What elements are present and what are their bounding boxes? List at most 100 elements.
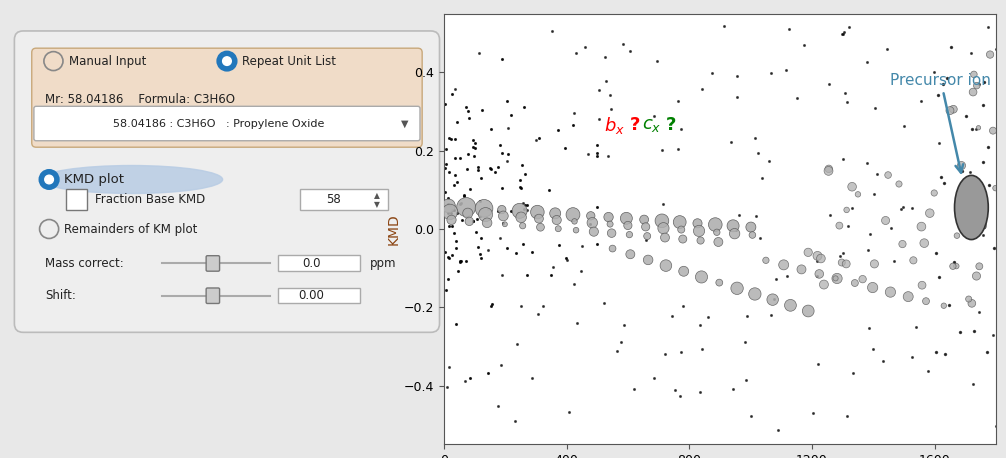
Point [742, 413, 759, 420]
Point [821, 80, 837, 87]
Point [447, 85, 463, 93]
Point [639, 232, 655, 240]
Point [531, 215, 547, 222]
Point [503, 207, 519, 214]
Point [514, 162, 530, 169]
Point [458, 203, 474, 211]
Point [470, 164, 486, 171]
Point [936, 179, 952, 186]
Point [596, 300, 612, 307]
Point [942, 107, 958, 114]
Point [492, 141, 508, 148]
Text: $c_x$: $c_x$ [642, 116, 662, 134]
Point [894, 240, 910, 248]
Point [613, 338, 629, 346]
Point [865, 345, 881, 353]
Text: ?: ? [666, 116, 677, 134]
Point [746, 290, 763, 298]
Point [859, 159, 875, 166]
Point [805, 409, 821, 417]
Point [441, 169, 457, 176]
Point [535, 303, 551, 310]
Point [547, 210, 563, 217]
Point [480, 246, 496, 253]
Point [952, 328, 968, 335]
Point [813, 255, 829, 262]
Point [492, 234, 508, 242]
Point [615, 40, 631, 47]
Point [526, 213, 542, 220]
Point [971, 308, 987, 315]
Point [969, 82, 985, 89]
Point [513, 185, 529, 192]
Point [672, 218, 688, 226]
Point [838, 260, 854, 267]
Point [810, 257, 826, 264]
Point [844, 205, 860, 212]
Point [466, 152, 482, 159]
Point [497, 221, 513, 228]
Point [707, 221, 723, 228]
Point [622, 47, 638, 55]
Point [965, 381, 981, 388]
Point [458, 257, 474, 264]
Point [610, 348, 626, 355]
Point [450, 118, 466, 125]
Point [742, 224, 759, 231]
Point [837, 89, 853, 97]
Point [601, 213, 617, 221]
Point [448, 245, 464, 252]
Point [968, 181, 984, 188]
Point [949, 262, 965, 270]
Point [528, 137, 544, 144]
Point [444, 207, 460, 214]
Point [472, 212, 488, 219]
Point [937, 351, 953, 358]
Point [836, 29, 852, 36]
Point [584, 219, 601, 226]
Point [439, 383, 455, 390]
Point [444, 209, 460, 216]
Point [946, 106, 962, 113]
FancyBboxPatch shape [300, 190, 388, 211]
Point [988, 45, 1004, 52]
Point [691, 227, 707, 234]
Point [440, 276, 456, 283]
Point [928, 250, 944, 257]
Point [465, 136, 481, 143]
Point [913, 98, 930, 105]
Point [569, 319, 585, 327]
Text: Precursor ion: Precursor ion [890, 73, 991, 173]
Point [841, 24, 857, 31]
Point [458, 104, 474, 111]
Ellipse shape [955, 175, 988, 240]
Point [557, 145, 573, 152]
Point [929, 348, 945, 355]
Point [500, 125, 516, 132]
Point [744, 231, 761, 239]
Point [503, 111, 519, 119]
Point [513, 302, 529, 309]
Point [726, 230, 742, 237]
Point [649, 57, 665, 64]
Point [467, 139, 483, 147]
FancyBboxPatch shape [32, 48, 423, 147]
Point [919, 367, 936, 374]
Point [440, 209, 456, 217]
Point [480, 205, 496, 212]
Point [892, 205, 908, 212]
Point [975, 222, 991, 229]
Point [700, 313, 716, 321]
Point [727, 226, 743, 233]
Point [603, 105, 619, 113]
Point [821, 167, 837, 174]
Point [473, 174, 489, 182]
Point [769, 276, 785, 283]
Point [564, 121, 580, 128]
Point [654, 146, 670, 153]
Point [490, 163, 506, 170]
Point [800, 249, 816, 256]
Point [469, 216, 485, 223]
Point [499, 98, 515, 105]
Point [619, 215, 635, 222]
